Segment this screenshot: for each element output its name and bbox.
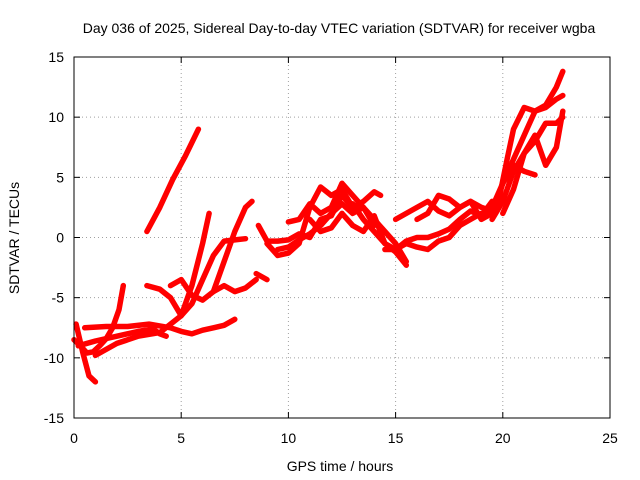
y-tick-label: -5 [52,290,65,306]
x-tick-label: 5 [177,430,185,446]
series-line-arc-9 [210,276,259,295]
y-tick-label: 15 [48,49,64,65]
series-line-arc-10 [253,270,270,283]
x-tick-label: 0 [70,430,78,446]
y-tick-label: 0 [56,230,64,246]
x-tick-label: 25 [602,430,618,446]
series-line-arc-5 [92,235,249,359]
series-line-arc-11 [255,189,384,244]
y-tick-label: -15 [44,410,64,426]
x-tick-label: 10 [281,430,297,446]
series-line-arc-3 [81,316,238,337]
x-tick-label: 15 [388,430,404,446]
y-tick-label: -10 [44,350,64,366]
y-tick-labels: -15 -10 -5 0 5 10 15 [44,49,64,426]
x-axis-label: GPS time / hours [287,458,394,474]
series-line-arc-6 [144,126,202,235]
series-group [71,68,566,385]
series-line-arc-14 [285,180,410,265]
series-line-arc-21 [495,68,566,205]
series-line-arc-7 [144,210,212,319]
grid [74,57,610,418]
ticks [73,56,611,419]
series-line-arc-18 [392,198,506,223]
series-line-arc-23 [500,108,566,217]
y-axis-label: SDTVAR / TECUs [6,182,22,294]
chart-title: Day 036 of 2025, Sidereal Day-to-day VTE… [83,20,596,36]
series-line-arc-24 [489,162,538,217]
series-line-arc-2 [73,321,99,385]
x-tick-label: 20 [495,430,511,446]
series-line-arc-16 [349,201,495,253]
y-tick-label: 5 [56,169,64,185]
y-tick-label: 10 [48,109,64,125]
series-line-arc-19 [414,180,506,223]
x-tick-labels: 0 5 10 15 20 25 [70,430,618,446]
